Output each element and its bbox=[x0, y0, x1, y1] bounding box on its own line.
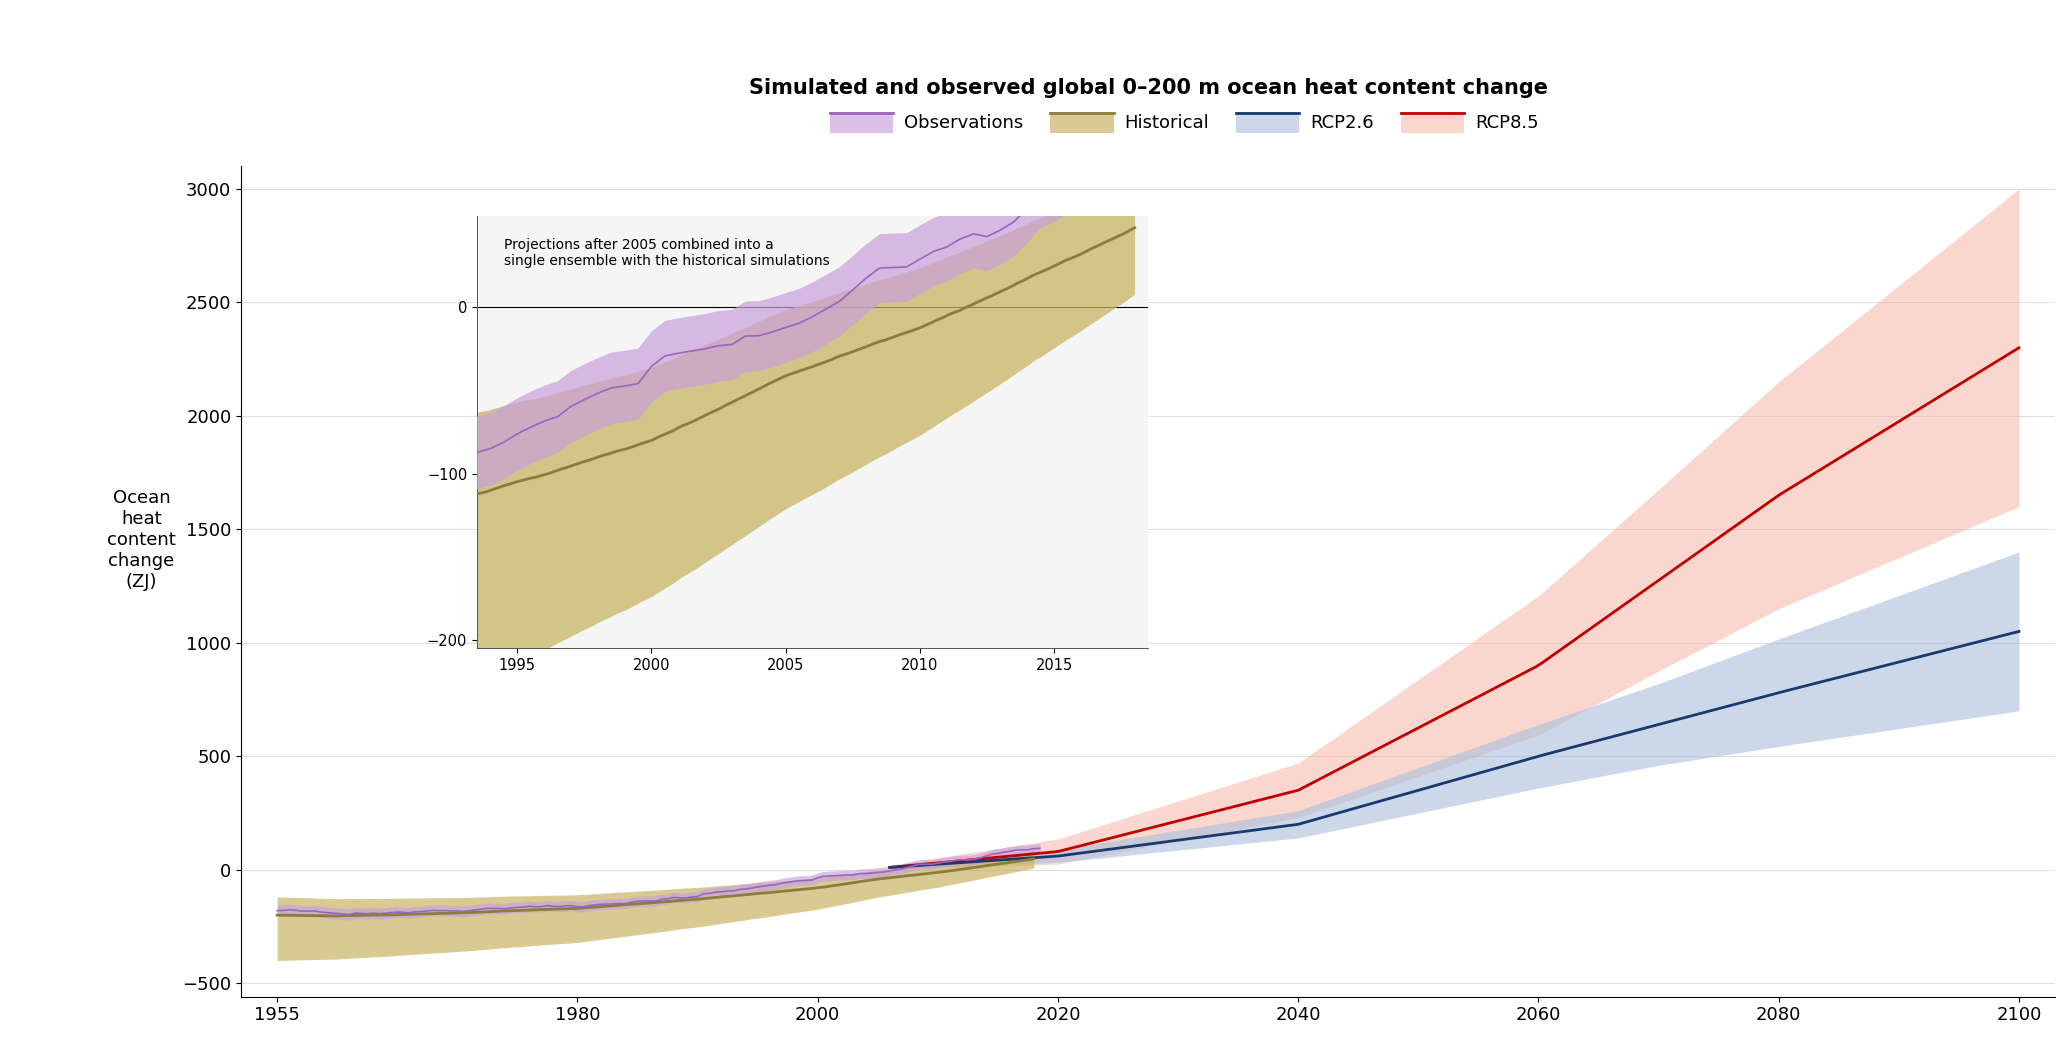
Y-axis label: Ocean
heat
content
change
(ZJ): Ocean heat content change (ZJ) bbox=[108, 489, 176, 590]
Title: Simulated and observed global 0–200 m ocean heat content change: Simulated and observed global 0–200 m oc… bbox=[749, 78, 1548, 98]
Legend: Observations, Historical, RCP2.6, RCP8.5: Observations, Historical, RCP2.6, RCP8.5 bbox=[822, 105, 1546, 140]
